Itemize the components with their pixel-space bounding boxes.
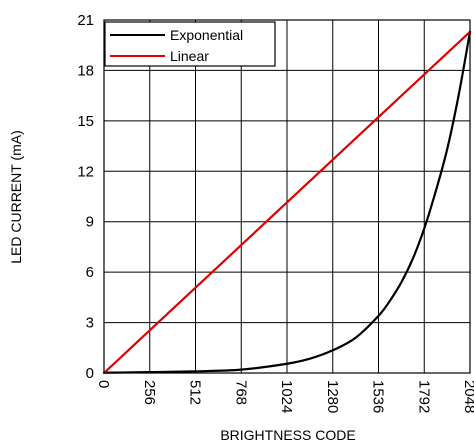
- x-tick-label: 1536: [370, 380, 387, 413]
- x-tick-label: 768: [232, 380, 249, 405]
- legend-box: [104, 21, 276, 67]
- y-tick-label: 3: [86, 315, 94, 332]
- x-tick-label: 1280: [324, 380, 341, 413]
- plot-frame: [103, 19, 471, 374]
- x-tick-label: 0: [95, 380, 112, 388]
- series-line-exponential: [102, 30, 472, 374]
- legend: Exponential Linear: [104, 21, 276, 67]
- y-axis-title: LED CURRENT (mA): [8, 130, 24, 264]
- x-tick-label: 1792: [415, 380, 432, 413]
- y-tick-label: 21: [77, 12, 94, 29]
- y-tick-label: 15: [77, 113, 94, 130]
- x-tick-label: 512: [187, 380, 204, 405]
- series-line-linear: [102, 30, 472, 375]
- y-tick-label: 12: [77, 163, 94, 180]
- y-tick-label: 9: [86, 214, 94, 231]
- legend-label-linear: Linear: [170, 48, 209, 64]
- x-tick-label: 256: [141, 380, 158, 405]
- grid: [104, 20, 470, 373]
- y-tick-label: 6: [86, 264, 94, 281]
- y-tick-label: 18: [77, 62, 94, 79]
- x-tick-label: 2048: [461, 380, 474, 413]
- legend-label-exponential: Exponential: [170, 27, 243, 43]
- x-tick-label: 1024: [278, 380, 295, 413]
- x-axis-title: BRIGHTNESS CODE: [220, 427, 355, 443]
- x-tick-labels: 0 256 512 768 1024 1280 1536 1792 2048: [95, 380, 474, 413]
- series-layer: [102, 30, 472, 375]
- y-tick-label: 0: [86, 365, 94, 382]
- y-tick-labels: 0 3 6 9 12 15 18 21: [77, 12, 94, 382]
